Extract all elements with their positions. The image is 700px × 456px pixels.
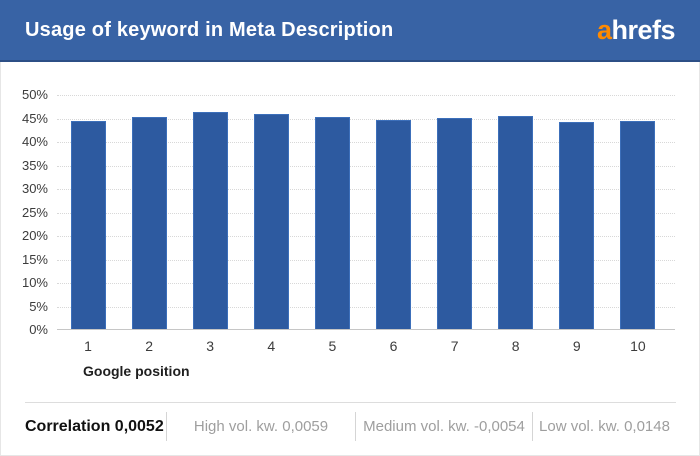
bar-position-8 — [498, 116, 534, 329]
y-tick-label: 30% — [21, 181, 48, 196]
y-tick-label: 35% — [21, 157, 48, 173]
bar-position-6 — [376, 119, 411, 329]
y-tick-label: 25% — [21, 204, 48, 220]
bar-position-5 — [314, 116, 350, 329]
gridline — [57, 236, 675, 237]
bar-position-4 — [253, 113, 289, 329]
footer-row: Correlation 0,0052 High vol. kw. 0,0059 … — [25, 403, 676, 450]
x-axis-title: Google position — [83, 363, 190, 379]
x-tick-label: 8 — [511, 338, 520, 354]
y-tick-label: 45% — [21, 110, 48, 126]
gridline — [57, 306, 675, 308]
gridline — [57, 142, 675, 143]
gridline — [57, 259, 675, 261]
bar-chart: Google position 50% 45% 40% 35% 30% 25% 20% 15%… — [0, 62, 700, 402]
x-tick-label: 10 — [630, 338, 646, 354]
bar-position-7 — [437, 118, 473, 329]
bar-position-1 — [70, 121, 106, 329]
y-tick-label: 5% — [29, 298, 48, 314]
logo-accent-letter: a — [596, 14, 612, 45]
correlation-value: Correlation 0,0052 — [25, 417, 164, 435]
x-tick-label: 7 — [450, 338, 459, 354]
header-banner: Usage of keyword in Meta Description ahr… — [0, 0, 700, 62]
gridline — [57, 118, 675, 120]
footer-stats-bar: Correlation 0,0052 High vol. kw. 0,0059 … — [0, 402, 700, 456]
x-tick-label: 9 — [572, 338, 581, 354]
x-tick-label: 5 — [328, 338, 337, 354]
y-tick-label: 20% — [21, 228, 48, 243]
medium-volume-correlation: Medium vol. kw. -0,0054 — [355, 412, 532, 441]
x-tick-label: 2 — [145, 338, 153, 354]
gridline — [57, 95, 675, 96]
x-tick-label: 6 — [389, 338, 398, 354]
y-tick-label: 10% — [21, 275, 48, 290]
bar-position-9 — [559, 121, 595, 329]
plot-area — [57, 95, 675, 330]
bar-position-3 — [192, 112, 228, 329]
y-tick-label: 50% — [21, 87, 48, 102]
y-tick-label: 40% — [21, 134, 48, 149]
low-volume-correlation: Low vol. kw. 0,0148 — [532, 412, 676, 441]
y-tick-label: 15% — [21, 251, 48, 267]
high-volume-correlation: High vol. kw. 0,0059 — [166, 412, 355, 441]
x-tick-label: 4 — [267, 338, 276, 354]
ahrefs-logo: ahrefs — [596, 14, 676, 46]
bar-position-2 — [131, 117, 167, 329]
x-tick-label: 1 — [84, 338, 92, 354]
logo-rest: hrefs — [611, 14, 675, 45]
gridline — [57, 189, 675, 190]
bar-position-10 — [620, 120, 656, 329]
gridline — [57, 283, 675, 284]
gridline — [57, 165, 675, 167]
gridline — [57, 212, 675, 214]
page-title: Usage of keyword in Meta Description — [25, 18, 394, 41]
x-tick-label: 3 — [206, 338, 215, 354]
y-tick-label: 0% — [29, 322, 48, 337]
footer-divider — [25, 402, 676, 403]
